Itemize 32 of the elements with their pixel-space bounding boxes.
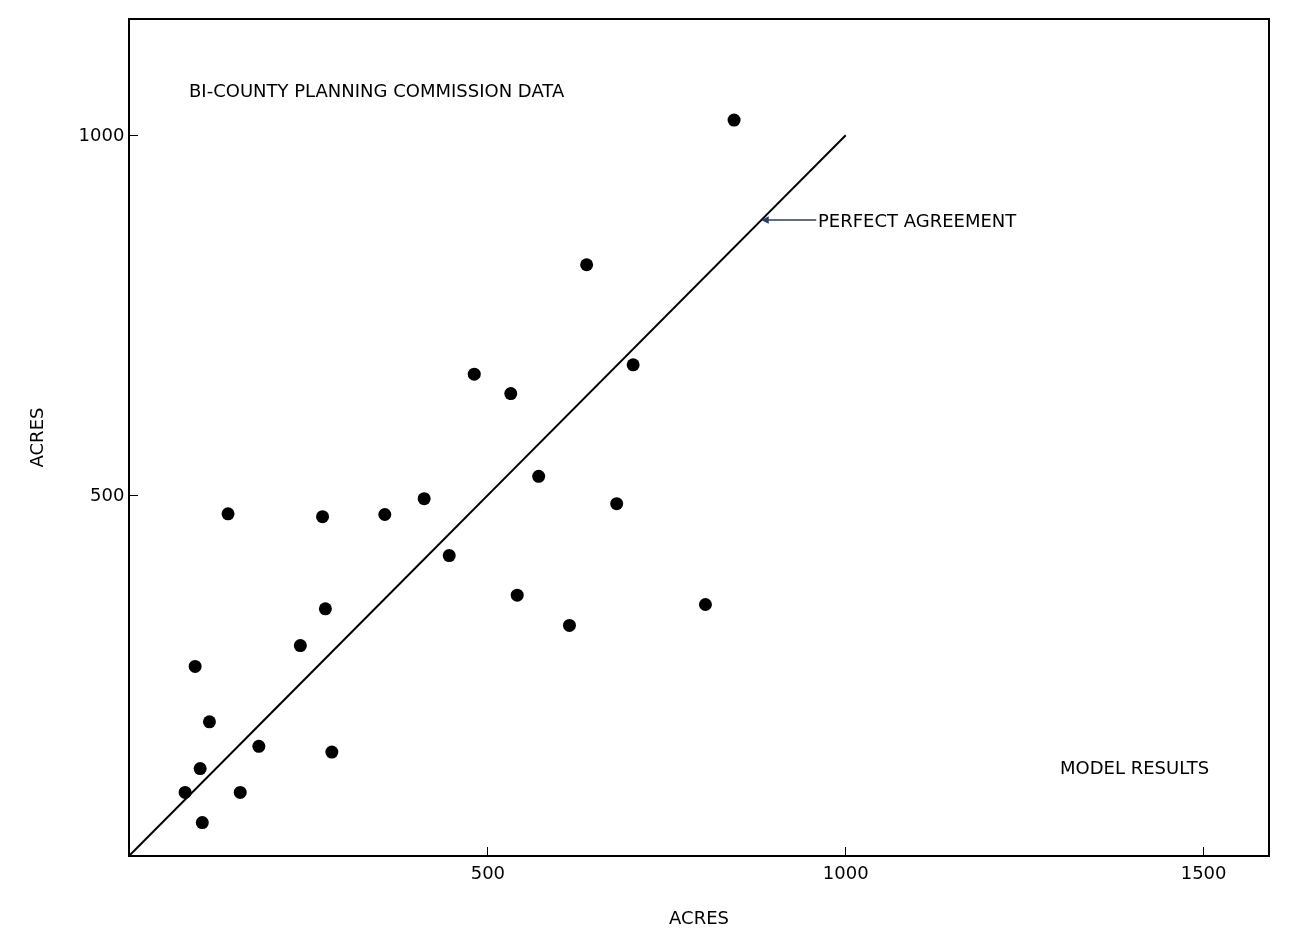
point (504, 387, 518, 401)
point (510, 588, 524, 602)
point (378, 508, 392, 522)
point (318, 602, 332, 616)
point (195, 816, 209, 830)
point (626, 358, 640, 372)
point (698, 598, 712, 611)
annotation: PERFECT AGREEMENT (818, 210, 1018, 231)
point (188, 659, 202, 673)
point (562, 618, 576, 632)
point (442, 549, 456, 563)
point (532, 469, 546, 483)
point (316, 510, 330, 524)
x-tick-label: 1000 (822, 861, 869, 883)
point (221, 507, 235, 521)
point (580, 258, 594, 272)
point (233, 785, 247, 799)
annotation: BI-COUNTY PLANNING COMMISSION DATA (189, 80, 565, 101)
point (193, 762, 207, 776)
x-tick-label: 500 (470, 861, 506, 883)
point (610, 497, 624, 511)
x-axis-title: ACRES (669, 907, 729, 929)
annotation: MODEL RESULTS (1060, 757, 1210, 778)
point (252, 739, 266, 753)
point (417, 492, 431, 506)
point (727, 113, 741, 127)
point (467, 367, 481, 381)
point (293, 639, 307, 653)
point (202, 715, 216, 729)
y-axis-title: ACRES (26, 407, 48, 468)
point (325, 745, 339, 759)
x-tick-label: 1500 (1180, 861, 1227, 883)
